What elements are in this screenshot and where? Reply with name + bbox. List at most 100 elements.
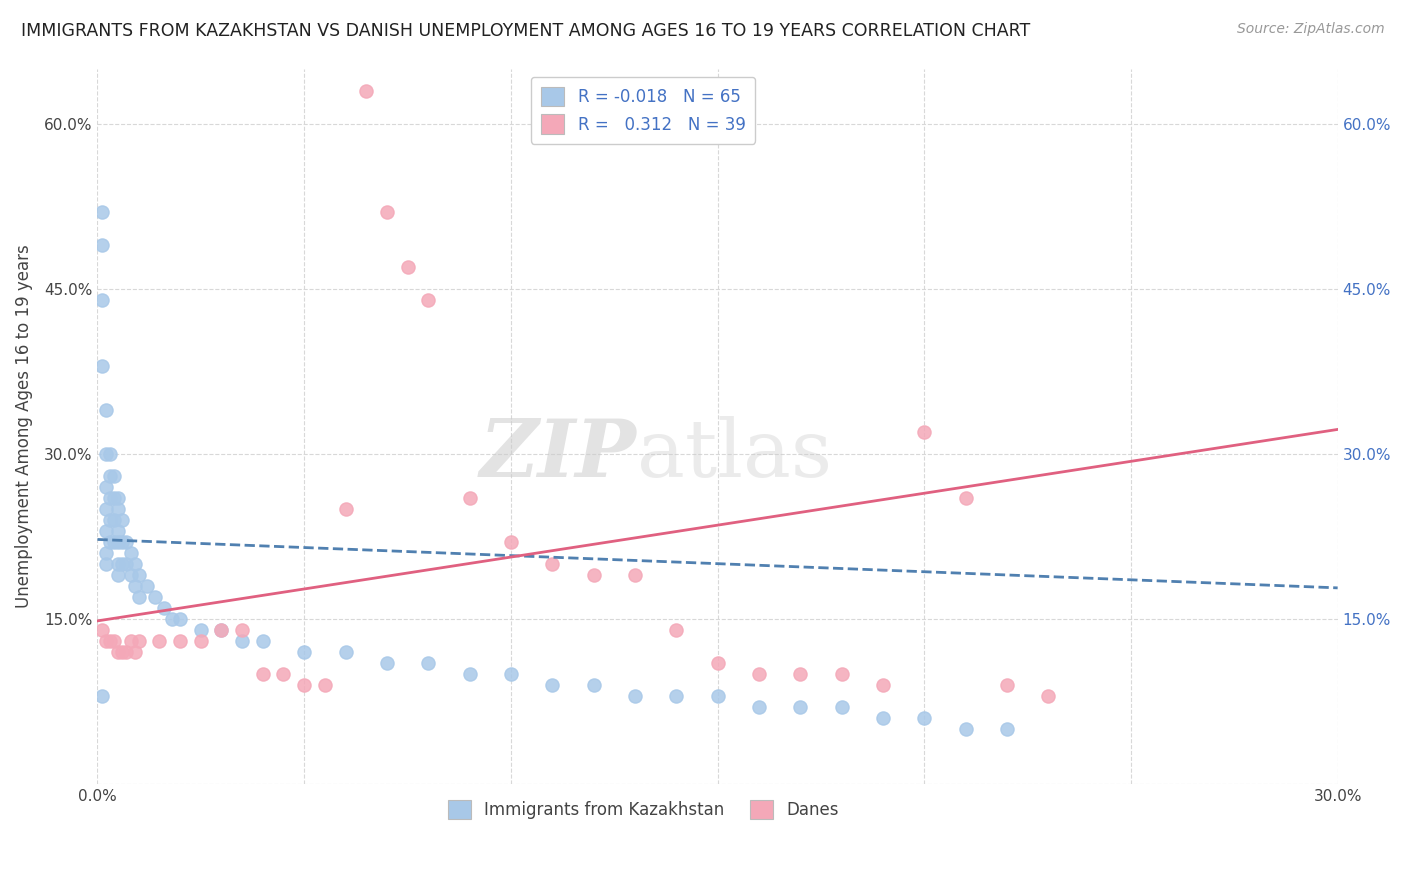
Point: [94, 402, 117, 417]
Point: [995, 722, 1018, 736]
Point: [103, 633, 125, 648]
Point: [252, 666, 274, 681]
Point: [995, 678, 1018, 692]
Point: [107, 534, 129, 549]
Point: [107, 645, 129, 659]
Point: [107, 557, 129, 571]
Point: [831, 666, 853, 681]
Point: [124, 579, 146, 593]
Point: [94, 546, 117, 560]
Point: [111, 534, 134, 549]
Point: [120, 567, 142, 582]
Point: [912, 425, 935, 439]
Legend: Immigrants from Kazakhstan, Danes: Immigrants from Kazakhstan, Danes: [441, 793, 845, 825]
Point: [128, 633, 150, 648]
Point: [582, 678, 605, 692]
Point: [872, 678, 894, 692]
Point: [103, 513, 125, 527]
Point: [115, 557, 138, 571]
Point: [458, 491, 481, 505]
Point: [124, 557, 146, 571]
Point: [624, 689, 647, 703]
Point: [111, 645, 134, 659]
Point: [541, 557, 564, 571]
Point: [169, 633, 191, 648]
Point: [789, 699, 811, 714]
Point: [90, 204, 112, 219]
Point: [103, 534, 125, 549]
Point: [111, 513, 134, 527]
Text: atlas: atlas: [637, 416, 832, 494]
Point: [115, 645, 138, 659]
Point: [458, 666, 481, 681]
Point: [90, 237, 112, 252]
Point: [111, 557, 134, 571]
Point: [292, 645, 315, 659]
Point: [252, 633, 274, 648]
Y-axis label: Unemployment Among Ages 16 to 19 years: Unemployment Among Ages 16 to 19 years: [15, 244, 32, 608]
Point: [98, 447, 121, 461]
Point: [124, 645, 146, 659]
Point: [94, 480, 117, 494]
Point: [190, 633, 212, 648]
Point: [103, 468, 125, 483]
Text: IMMIGRANTS FROM KAZAKHSTAN VS DANISH UNEMPLOYMENT AMONG AGES 16 TO 19 YEARS CORR: IMMIGRANTS FROM KAZAKHSTAN VS DANISH UNE…: [21, 22, 1031, 40]
Point: [335, 645, 357, 659]
Point: [98, 513, 121, 527]
Point: [136, 579, 159, 593]
Point: [190, 623, 212, 637]
Point: [90, 689, 112, 703]
Point: [955, 491, 977, 505]
Point: [748, 666, 770, 681]
Point: [94, 447, 117, 461]
Point: [94, 501, 117, 516]
Point: [120, 633, 142, 648]
Point: [152, 600, 174, 615]
Point: [107, 567, 129, 582]
Point: [1038, 689, 1060, 703]
Point: [143, 590, 166, 604]
Point: [231, 623, 253, 637]
Point: [665, 623, 688, 637]
Point: [115, 534, 138, 549]
Point: [418, 656, 440, 670]
Point: [748, 699, 770, 714]
Point: [160, 612, 183, 626]
Point: [98, 491, 121, 505]
Point: [375, 204, 398, 219]
Point: [107, 501, 129, 516]
Point: [107, 524, 129, 538]
Point: [90, 359, 112, 373]
Point: [314, 678, 336, 692]
Point: [90, 623, 112, 637]
Point: [211, 623, 233, 637]
Point: [789, 666, 811, 681]
Point: [90, 293, 112, 307]
Point: [128, 590, 150, 604]
Point: [103, 491, 125, 505]
Point: [120, 546, 142, 560]
Point: [665, 689, 688, 703]
Point: [375, 656, 398, 670]
Point: [94, 557, 117, 571]
Point: [396, 260, 419, 274]
Point: [107, 491, 129, 505]
Point: [273, 666, 295, 681]
Point: [831, 699, 853, 714]
Point: [128, 567, 150, 582]
Point: [499, 666, 522, 681]
Point: [582, 567, 605, 582]
Point: [98, 633, 121, 648]
Point: [872, 711, 894, 725]
Point: [98, 534, 121, 549]
Point: [335, 501, 357, 516]
Point: [211, 623, 233, 637]
Point: [706, 656, 728, 670]
Point: [231, 633, 253, 648]
Point: [418, 293, 440, 307]
Point: [169, 612, 191, 626]
Point: [148, 633, 170, 648]
Text: Source: ZipAtlas.com: Source: ZipAtlas.com: [1237, 22, 1385, 37]
Text: ZIP: ZIP: [479, 416, 637, 493]
Point: [499, 534, 522, 549]
